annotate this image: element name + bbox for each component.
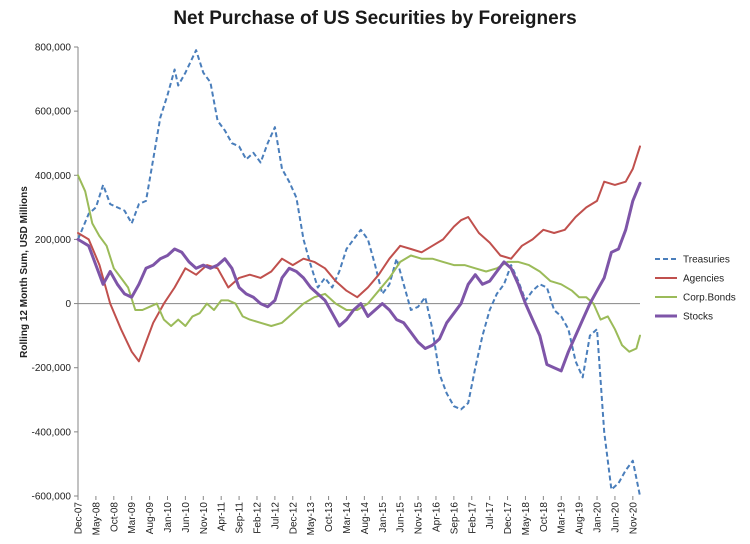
y-tick-label: 400,000 bbox=[35, 171, 72, 182]
y-tick-label: -600,000 bbox=[32, 492, 72, 503]
x-tick-label: Dec-12 bbox=[288, 502, 299, 535]
y-tick-label: 800,000 bbox=[35, 43, 72, 54]
x-tick-labels: Dec-07 May-08 Oct-08 Mar-09 Aug-09 Jan-10 Jun-… bbox=[74, 496, 639, 536]
x-tick-label: Dec-17 bbox=[503, 502, 514, 535]
x-tick-label: Jun-10 bbox=[181, 502, 192, 533]
x-tick-label: Oct-18 bbox=[539, 502, 550, 532]
x-tick-label: Aug-09 bbox=[145, 502, 156, 535]
y-tick-label: -200,000 bbox=[32, 363, 72, 374]
y-axis-title-group: Rolling 12 Month Sum, USD Millions bbox=[19, 186, 30, 358]
x-tick-label: Jul-17 bbox=[485, 502, 496, 530]
x-tick-label: Dec-07 bbox=[74, 502, 85, 535]
x-tick-label: Nov-10 bbox=[199, 502, 210, 535]
x-tick-label: Mar-14 bbox=[342, 502, 353, 534]
chart-title: Net Purchase of US Securities by Foreign… bbox=[173, 8, 577, 29]
x-tick-label: May-18 bbox=[521, 502, 532, 536]
legend: Treasuries Agencies Corp.Bonds Stocks bbox=[655, 255, 736, 323]
x-tick-label: Jan-15 bbox=[378, 502, 389, 533]
x-tick-label: Sep-11 bbox=[235, 502, 246, 534]
legend-label-corp-bonds: Corp.Bonds bbox=[683, 293, 736, 304]
x-tick-label: Jul-12 bbox=[270, 502, 281, 530]
x-tick-label: Sep-16 bbox=[449, 502, 460, 535]
x-tick-label: Feb-17 bbox=[467, 502, 478, 534]
x-tick-label: Jun-15 bbox=[396, 502, 407, 533]
x-tick-label: Apr-16 bbox=[431, 502, 442, 532]
x-tick-label: Nov-15 bbox=[414, 502, 425, 535]
x-tick-label: May-13 bbox=[306, 502, 317, 536]
x-tick-label: Apr-11 bbox=[217, 502, 228, 532]
series-line-agencies bbox=[77, 145, 641, 363]
legend-label-agencies: Agencies bbox=[683, 274, 724, 285]
x-tick-label: Jan-10 bbox=[163, 502, 174, 533]
y-tick-label: 600,000 bbox=[35, 107, 72, 118]
x-tick-label: Jan-20 bbox=[593, 502, 604, 533]
x-tick-label: Mar-19 bbox=[557, 502, 568, 534]
y-tick-labels: -600,000 -400,000 -200,000 0 200,000 400,000 6… bbox=[32, 43, 78, 503]
x-tick-label: Oct-08 bbox=[109, 502, 120, 532]
series-line-stocks bbox=[76, 181, 642, 373]
series-line-treasuries bbox=[77, 49, 641, 497]
series-lines bbox=[76, 49, 642, 497]
x-tick-label: Nov-20 bbox=[628, 502, 639, 535]
y-axis-title: Rolling 12 Month Sum, USD Millions bbox=[19, 186, 30, 358]
y-tick-label: 200,000 bbox=[35, 235, 72, 246]
x-tick-label: Mar-09 bbox=[127, 502, 138, 534]
x-tick-label: May-08 bbox=[91, 502, 102, 536]
x-tick-label: Feb-12 bbox=[252, 502, 263, 534]
legend-label-stocks: Stocks bbox=[683, 312, 713, 323]
x-tick-label: Aug-14 bbox=[360, 502, 371, 535]
y-tick-label: 0 bbox=[65, 299, 71, 310]
x-tick-label: Oct-13 bbox=[324, 502, 335, 532]
x-tick-label: Jun-20 bbox=[610, 502, 621, 533]
series-line-corp-bonds bbox=[77, 174, 641, 353]
x-tick-label: Aug-19 bbox=[575, 502, 586, 535]
legend-label-treasuries: Treasuries bbox=[683, 255, 730, 266]
y-tick-label: -400,000 bbox=[32, 427, 72, 438]
